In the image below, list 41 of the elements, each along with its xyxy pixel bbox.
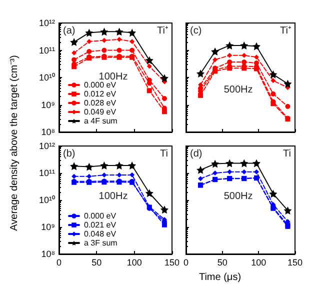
x-tick-label: 150 <box>287 258 303 268</box>
y-tick-label: 10⁸ <box>41 127 56 137</box>
x-tick-label: 100 <box>126 258 142 268</box>
y-tick-label: 10¹⁰ <box>38 195 55 205</box>
annotation: (c) <box>190 26 202 36</box>
annotation: 500Hz <box>224 84 253 96</box>
x-tick-label: 100 <box>251 258 266 268</box>
legend-label: a 4F sum <box>84 116 118 126</box>
legend-label: 0.000 eV <box>84 80 117 90</box>
y-tick-label: 10¹¹ <box>38 168 55 178</box>
y-tick-label: 10⁸ <box>41 249 56 259</box>
annotation: Ti <box>283 148 291 160</box>
x-axis-title: Time (μs) <box>198 272 242 283</box>
annotation: (d) <box>190 148 202 160</box>
y-tick-label: 10⁹ <box>41 100 56 110</box>
x-tick-label: 0 <box>56 258 62 268</box>
annotation: Ti⁺ <box>157 26 169 36</box>
legend-label: 0.049 eV <box>84 108 117 116</box>
annotation: (b) <box>63 148 76 160</box>
annotation: Ti⁺ <box>280 26 292 36</box>
legend-label: 0.028 eV <box>84 98 117 108</box>
y-tick-label: 10¹⁰ <box>38 72 55 82</box>
legend-label: 0.021 eV <box>84 220 117 230</box>
x-tick-label: 150 <box>164 258 180 268</box>
x-tick-label: 0 <box>183 258 189 268</box>
y-axis-title: Average density above the target (cm⁻³) <box>8 54 20 233</box>
x-tick-label: 50 <box>217 258 228 268</box>
y-tick-label: 10¹¹ <box>38 45 55 56</box>
legend-label: 0.012 eV <box>84 90 117 98</box>
annotation: (a) <box>63 26 76 36</box>
y-tick-label: 10⁹ <box>41 222 56 232</box>
legend-label: a 3F sum <box>84 238 118 248</box>
annotation: 500Hz <box>224 190 253 202</box>
y-tick-label: 10¹² <box>38 18 55 28</box>
legend-label: 0.000 eV <box>84 212 117 220</box>
annotation: 100Hz <box>98 190 128 202</box>
x-tick-label: 50 <box>92 258 102 268</box>
annotation: 100Hz <box>98 72 128 83</box>
y-tick-label: 10¹² <box>38 141 55 151</box>
annotation: Ti <box>160 148 168 160</box>
legend-label: 0.048 eV <box>84 230 117 238</box>
